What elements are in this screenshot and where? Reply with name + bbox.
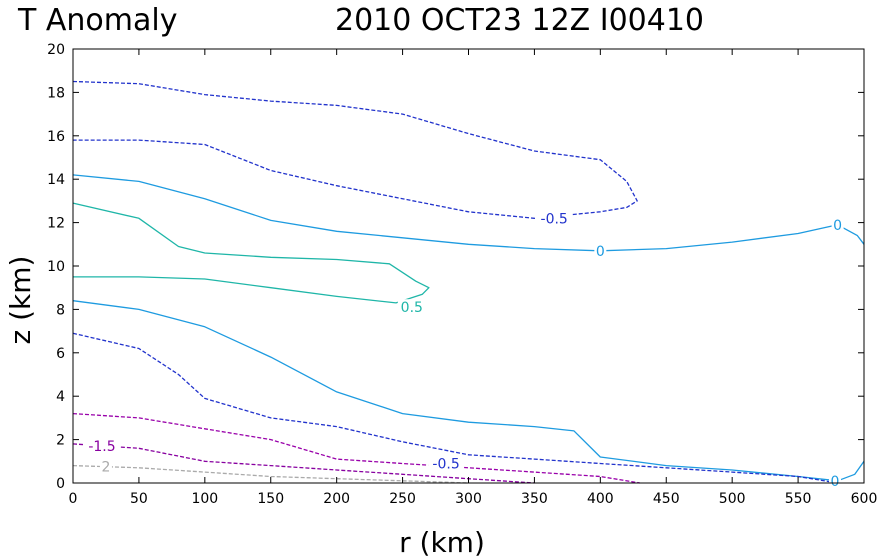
y-tick-label: 12 xyxy=(47,216,65,232)
contour-label: 0 xyxy=(833,218,842,234)
x-tick-label: 200 xyxy=(323,491,350,507)
x-tick-label: 250 xyxy=(389,491,416,507)
x-axis-title: r (km) xyxy=(399,526,485,558)
y-tick-label: 10 xyxy=(47,259,65,275)
x-tick-label: 400 xyxy=(587,491,614,507)
contour-label: -0.5 xyxy=(432,456,459,472)
x-tick-label: 300 xyxy=(455,491,482,507)
y-tick-label: 14 xyxy=(47,172,65,188)
y-axis-title: z (km) xyxy=(4,256,37,345)
contour-line-level-0 xyxy=(73,301,864,481)
y-tick-label: 6 xyxy=(56,346,65,362)
x-tick-label: 550 xyxy=(785,491,812,507)
contour-lines xyxy=(73,82,864,484)
x-tick-label: 0 xyxy=(69,491,78,507)
x-tick-label: 150 xyxy=(257,491,284,507)
y-tick-label: 18 xyxy=(47,85,65,101)
x-tick-label: 50 xyxy=(130,491,148,507)
y-tick-label: 20 xyxy=(47,42,65,58)
contour-label: -1.5 xyxy=(88,439,115,455)
x-tick-label: 450 xyxy=(653,491,680,507)
contour-label: 0 xyxy=(596,244,605,260)
contour-line-level-0_5 xyxy=(73,203,429,303)
contour-line-level-0 xyxy=(73,175,864,251)
contour-line-level-neg1 xyxy=(73,414,640,483)
contour-label: 0 xyxy=(831,474,840,490)
contour-labels: -0.5 0 0 0.5 -0.5 0 -1.5 2 xyxy=(84,210,844,490)
y-tick-label: 0 xyxy=(56,476,65,492)
contour-label: 2 xyxy=(101,460,110,476)
x-tick-label: 600 xyxy=(851,491,878,507)
y-tick-label: 16 xyxy=(47,129,65,145)
y-tick-label: 4 xyxy=(56,389,65,405)
x-tick-label: 500 xyxy=(719,491,746,507)
contour-line-level-neg0_5 xyxy=(73,82,637,219)
chart-title-right: 2010 OCT23 12Z I00410 xyxy=(335,3,704,38)
chart-title-left: T Anomaly xyxy=(17,3,177,38)
y-tick-label: 8 xyxy=(56,302,65,318)
contour-label: -0.5 xyxy=(541,211,568,227)
contour-label: 0.5 xyxy=(401,300,423,316)
y-tick-label: 2 xyxy=(56,433,65,449)
plot-frame xyxy=(73,49,864,483)
contour-chart: T Anomaly 2010 OCT23 12Z I00410 -0.5000.… xyxy=(0,0,879,558)
x-tick-label: 100 xyxy=(191,491,218,507)
x-tick-label: 350 xyxy=(521,491,548,507)
